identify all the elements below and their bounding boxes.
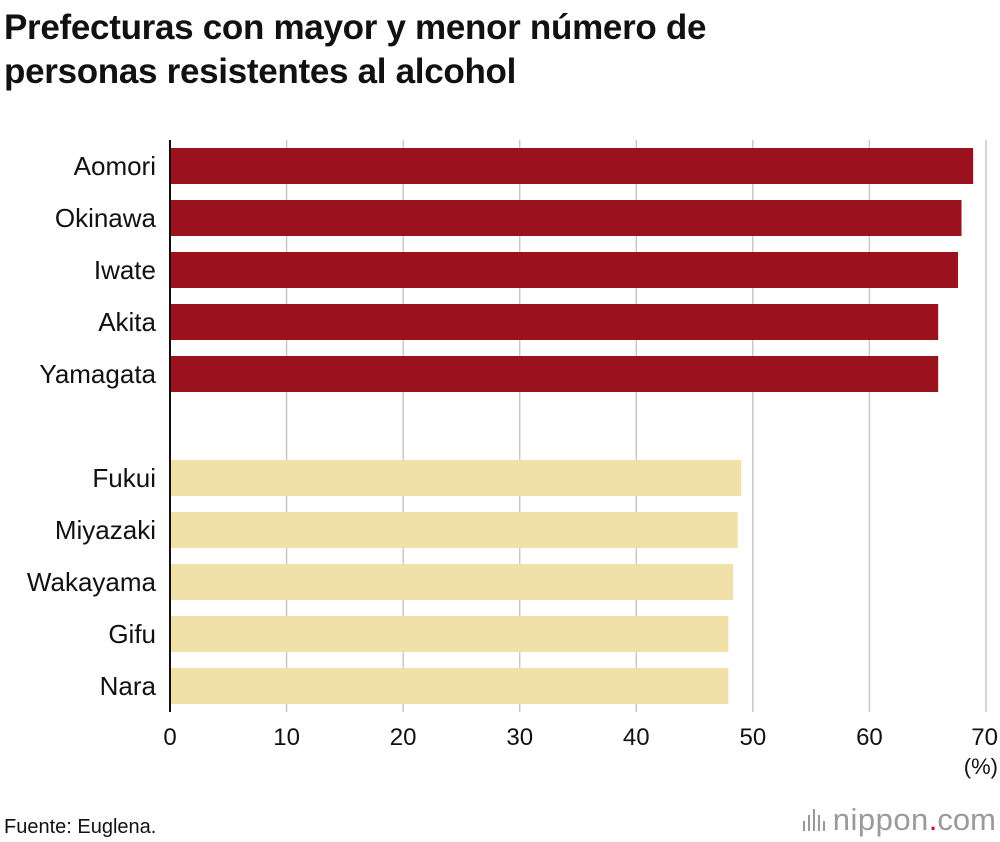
chart-title-line-2: personas resistentes al alcohol: [4, 52, 517, 91]
nippon-logo: nippon. com: [802, 800, 996, 840]
x-tick-label: 30: [506, 724, 533, 751]
x-tick-label: 20: [390, 724, 417, 751]
category-label: Fukui: [92, 463, 156, 493]
chart-title-line-1: Prefecturas con mayor y menor número de: [4, 8, 707, 47]
category-label: Akita: [98, 307, 156, 337]
category-label: Okinawa: [55, 203, 157, 233]
x-tick-label: 40: [623, 724, 650, 751]
category-label: Aomori: [74, 151, 156, 181]
x-tick-label: 70: [971, 724, 998, 751]
source-note: Fuente: Euglena.: [4, 816, 157, 838]
category-label: Gifu: [108, 619, 156, 649]
category-label: Nara: [100, 671, 157, 701]
bar: [170, 148, 974, 184]
nippon-logo-dot: .: [928, 802, 938, 837]
category-label: Miyazaki: [55, 515, 156, 545]
category-label: Yamagata: [39, 359, 156, 389]
x-tick-label: 60: [856, 724, 883, 751]
bar: [170, 304, 939, 340]
nippon-logo-icon: [802, 809, 825, 831]
bar: [170, 200, 962, 236]
bar: [170, 460, 742, 496]
chart-title: Prefecturas con mayor y menor número de …: [4, 6, 984, 94]
x-tick-label: 10: [273, 724, 300, 751]
bar: [170, 668, 729, 704]
category-label: Wakayama: [27, 567, 157, 597]
bar: [170, 252, 959, 288]
bar: [170, 356, 939, 392]
x-tick-label: 0: [163, 724, 176, 751]
bar: [170, 616, 729, 652]
x-axis-unit-label: (%): [964, 754, 998, 779]
x-tick-label: 50: [740, 724, 767, 751]
category-label: Iwate: [94, 255, 156, 285]
nippon-logo-tld: com: [937, 802, 996, 837]
nippon-logo-name: nippon: [832, 802, 929, 837]
bar: [170, 512, 738, 548]
bar: [170, 564, 734, 600]
